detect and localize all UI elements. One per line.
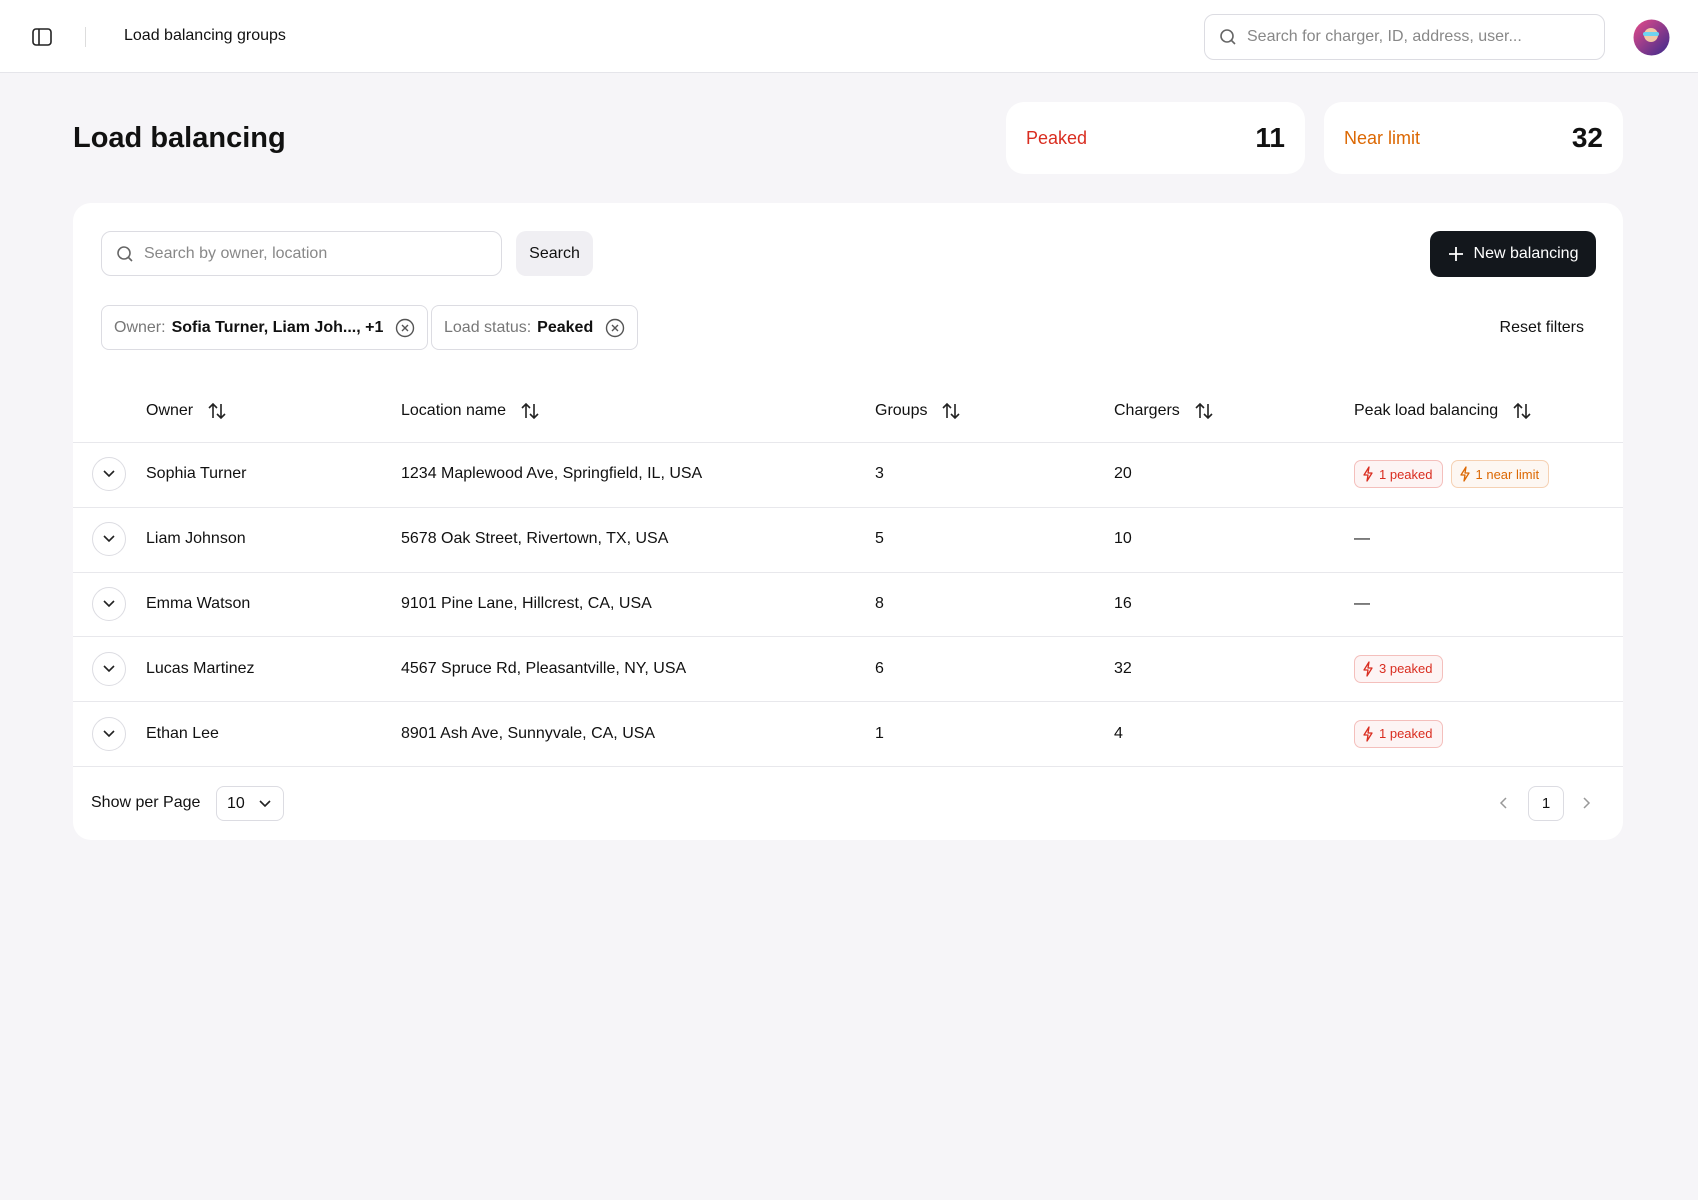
per-page-label: Show per Page — [91, 794, 201, 811]
filter-label: Load status: — [444, 318, 532, 336]
per-page-select[interactable]: 10 — [216, 786, 284, 821]
table-search[interactable]: Search by owner, location — [101, 231, 502, 276]
row-divider — [73, 442, 1623, 443]
row-divider — [73, 701, 1623, 703]
location-cell: 8901 Ash Ave, Sunnyvale, CA, USA — [401, 724, 656, 742]
sidebar-toggle[interactable] — [31, 26, 53, 48]
stat-card: Near limit 32 — [1324, 102, 1623, 174]
search-placeholder: Search by owner, location — [144, 244, 328, 262]
row-divider — [73, 571, 1623, 573]
groups-cell: 8 — [875, 595, 884, 612]
stat-label: Near limit — [1344, 127, 1421, 148]
chargers-cell: 4 — [1114, 724, 1123, 742]
filter-chip[interactable]: Owner: Sofia Turner, Liam Joh..., +1 — [101, 305, 429, 350]
groups-cell: 3 — [875, 465, 884, 483]
breadcrumb: Load balancing groups — [124, 27, 286, 44]
peak-cell: — — [1354, 524, 1370, 554]
location-cell: 5678 Oak Street, Rivertown, TX, USA — [401, 530, 669, 548]
status-badge: 3 peaked — [1354, 654, 1443, 683]
avatar[interactable] — [1633, 19, 1670, 56]
status-badge: 1 peaked — [1354, 719, 1443, 748]
peak-cell: 3 peaked — [1354, 654, 1451, 684]
expand-button[interactable] — [92, 651, 126, 686]
reset-filters[interactable]: Reset filters — [1499, 318, 1584, 336]
stat-value: 11 — [1255, 122, 1285, 153]
page-title: Load balancing — [73, 122, 286, 154]
next-page[interactable] — [1580, 796, 1592, 810]
chargers-cell: 32 — [1114, 659, 1132, 677]
stat-label: Peaked — [1026, 127, 1088, 148]
owner-cell: Emma Watson — [146, 595, 251, 612]
chargers-cell: 20 — [1114, 465, 1132, 483]
global-search[interactable]: Search for charger, ID, address, user... — [1204, 14, 1605, 60]
column-header[interactable]: Owner — [146, 396, 227, 426]
filter-value: Sofia Turner, Liam Joh..., +1 — [171, 318, 384, 336]
per-page-value: 10 — [227, 794, 245, 812]
chargers-cell: 16 — [1114, 595, 1132, 612]
column-header[interactable]: Peak load balancing — [1354, 396, 1532, 426]
owner-cell: Lucas Martinez — [146, 659, 255, 677]
stat-card: Peaked 11 — [1006, 102, 1305, 174]
expand-button[interactable] — [92, 587, 126, 621]
badge-label: 1 near limit — [1475, 466, 1540, 482]
column-label: Location name — [401, 402, 506, 419]
peak-cell: 1 peaked 1 near limit — [1354, 459, 1557, 489]
badge-label: 3 peaked — [1379, 661, 1433, 677]
groups-cell: 5 — [875, 530, 884, 548]
location-cell: 1234 Maplewood Ave, Springfield, IL, USA — [401, 465, 703, 483]
owner-cell: Ethan Lee — [146, 724, 219, 742]
column-label: Peak load balancing — [1354, 402, 1499, 419]
new-balancing-button[interactable]: New balancing — [1430, 231, 1596, 277]
badge-label: 1 peaked — [1379, 726, 1433, 742]
column-label: Groups — [875, 402, 928, 419]
filter-value: Peaked — [537, 318, 594, 336]
row-divider — [73, 636, 1623, 638]
prev-page[interactable] — [1498, 796, 1510, 810]
expand-button[interactable] — [92, 457, 126, 492]
owner-cell: Liam Johnson — [146, 530, 246, 548]
empty-value: — — [1354, 530, 1370, 548]
stat-value: 32 — [1571, 122, 1603, 153]
column-header[interactable]: Chargers — [1114, 396, 1214, 426]
location-cell: 4567 Spruce Rd, Pleasantville, NY, USA — [401, 659, 687, 677]
status-badge: 1 near limit — [1450, 460, 1550, 489]
search-button[interactable]: Search — [516, 231, 593, 276]
filter-chip[interactable]: Load status: Peaked — [431, 305, 639, 350]
groups-cell: 6 — [875, 659, 884, 677]
chargers-cell: 10 — [1114, 530, 1132, 548]
empty-value: — — [1354, 595, 1370, 612]
badge-label: 1 peaked — [1379, 466, 1433, 482]
filter-label: Owner: — [114, 318, 166, 336]
peak-cell: 1 peaked — [1354, 719, 1451, 749]
column-label: Owner — [146, 402, 194, 419]
page-number[interactable]: 1 — [1528, 786, 1564, 821]
row-divider — [73, 506, 1623, 508]
top-bar: Load balancing groups Search for charger… — [0, 0, 1698, 73]
column-label: Chargers — [1114, 402, 1180, 419]
peak-cell: — — [1354, 589, 1370, 619]
status-badge: 1 peaked — [1354, 460, 1443, 489]
button-label: New balancing — [1473, 245, 1579, 262]
groups-cell: 1 — [875, 724, 884, 742]
expand-button[interactable] — [92, 522, 126, 557]
location-cell: 9101 Pine Lane, Hillcrest, CA, USA — [401, 595, 652, 612]
search-placeholder: Search for charger, ID, address, user... — [1247, 28, 1522, 45]
column-header[interactable]: Groups — [875, 396, 961, 426]
owner-cell: Sophia Turner — [146, 465, 247, 483]
column-header[interactable]: Location name — [401, 396, 540, 426]
expand-button[interactable] — [92, 716, 126, 751]
divider — [85, 27, 86, 47]
divider — [73, 766, 1623, 767]
